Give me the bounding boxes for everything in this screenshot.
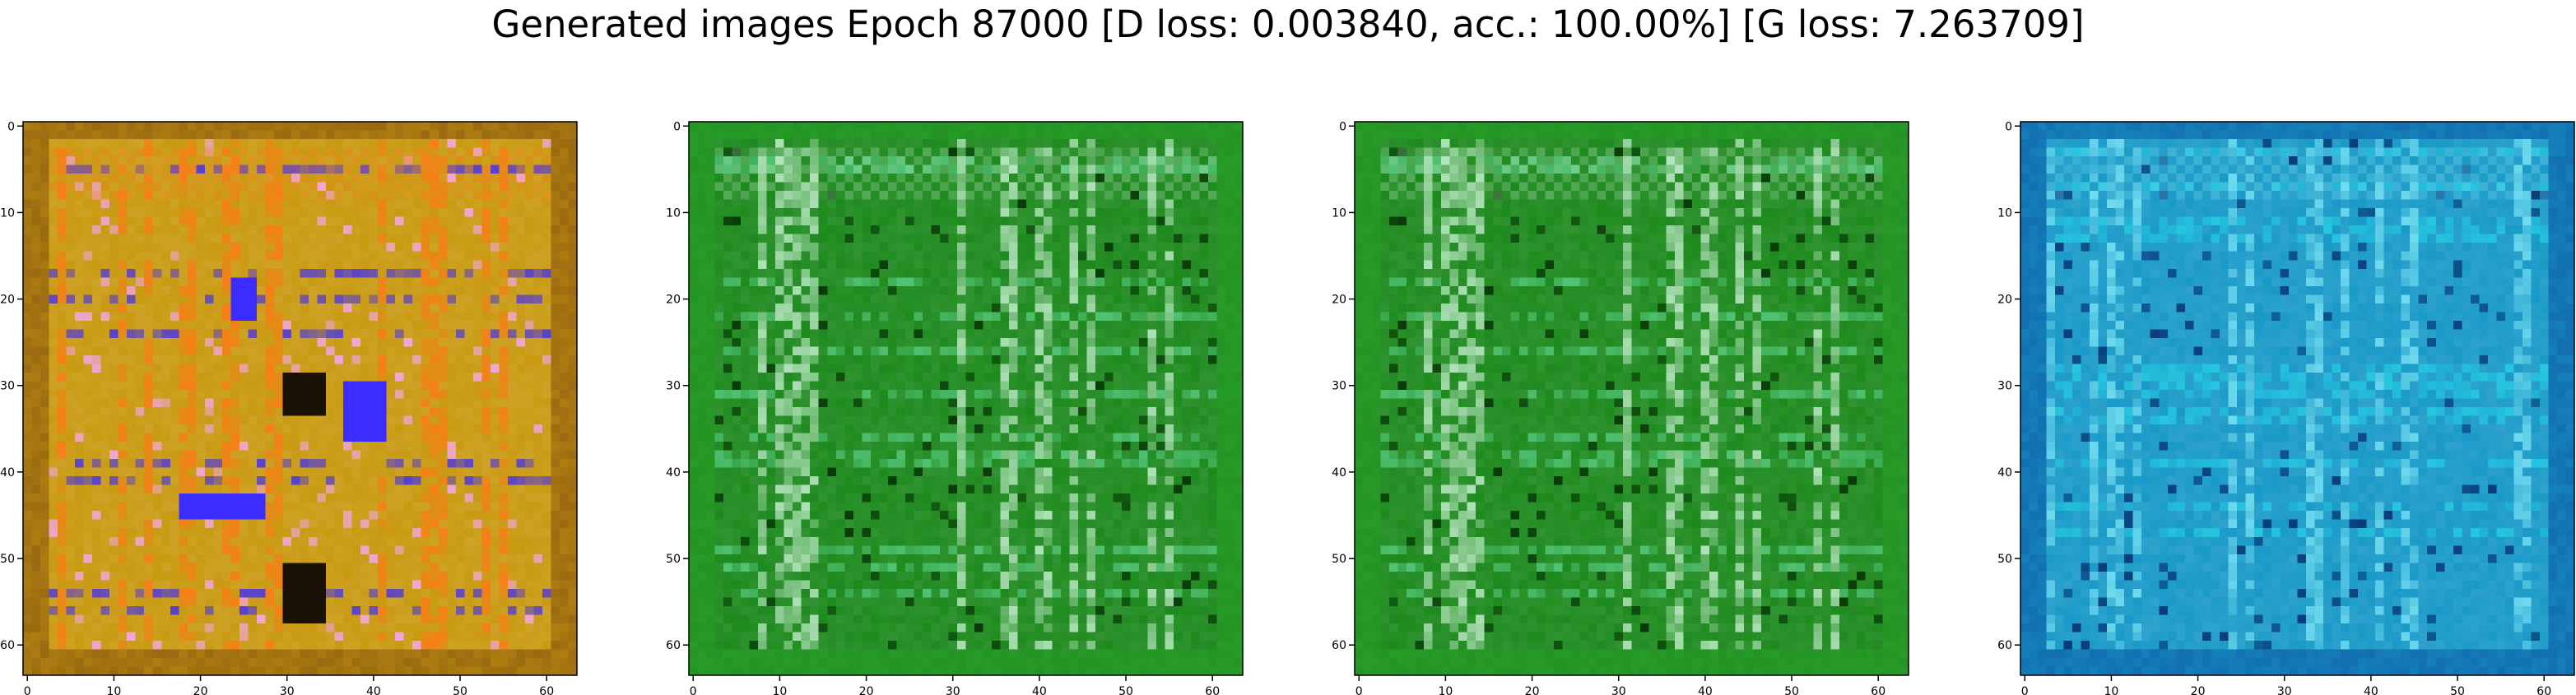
- y-tick-label: 50: [1997, 553, 2012, 566]
- y-tick-label: 50: [1332, 553, 1346, 566]
- y-tick-label: 50: [0, 553, 15, 566]
- subplot-2: 0 10 20 30 40 50 60 0 10 20 30 40 50 60: [666, 120, 1243, 695]
- x-tick-label: 60: [1205, 685, 1220, 695]
- x-tick-label: 40: [366, 685, 381, 695]
- y-tick-label: 0: [2005, 120, 2012, 133]
- x-tick-label: 0: [24, 685, 31, 695]
- generated-image-2: [689, 122, 1243, 675]
- x-tick-label: 20: [859, 685, 874, 695]
- x-tick-label: 40: [1698, 685, 1713, 695]
- x-tick-label: 0: [2021, 685, 2029, 695]
- y-tick-label: 0: [1339, 120, 1346, 133]
- y-tick-label: 10: [1997, 206, 2012, 220]
- y-tick-label: 10: [0, 206, 15, 220]
- y-tick-label: 10: [666, 206, 681, 220]
- y-tick-label: 20: [0, 294, 15, 307]
- x-tick-label: 20: [1525, 685, 1540, 695]
- x-tick-label: 50: [2450, 685, 2465, 695]
- y-tick-label: 40: [666, 466, 681, 480]
- y-tick-label: 60: [1997, 639, 2012, 652]
- x-tick-label: 30: [1611, 685, 1626, 695]
- subplot-3: 0 10 20 30 40 50 60 0 10 20 30 40 50 60: [1332, 120, 1909, 695]
- y-tick-label: 40: [1997, 466, 2012, 480]
- y-tick-label: 20: [666, 294, 681, 307]
- y-tick-label: 10: [1332, 206, 1346, 220]
- x-tick-label: 40: [2364, 685, 2378, 695]
- y-tick-label: 30: [1332, 380, 1346, 393]
- x-tick-label: 10: [2104, 685, 2119, 695]
- subplot-1: 0 10 20 30 40 50 60 0 10 20 30 40 50 60: [0, 120, 577, 695]
- y-tick-label: 20: [1332, 294, 1346, 307]
- x-tick-label: 50: [1118, 685, 1133, 695]
- y-tick-label: 60: [0, 639, 15, 652]
- x-tick-label: 10: [107, 685, 122, 695]
- generated-image-3: [1355, 122, 1909, 675]
- y-tick-label: 40: [0, 466, 15, 480]
- x-tick-label: 60: [1871, 685, 1886, 695]
- y-tick-label: 30: [666, 380, 681, 393]
- x-tick-label: 20: [193, 685, 208, 695]
- y-tick-label: 0: [673, 120, 681, 133]
- x-tick-label: 30: [280, 685, 295, 695]
- x-tick-label: 10: [773, 685, 788, 695]
- y-tick-label: 60: [1332, 639, 1346, 652]
- generated-image-1: [23, 122, 577, 675]
- y-tick-label: 60: [666, 639, 681, 652]
- y-tick-label: 0: [7, 120, 15, 133]
- x-tick-label: 60: [2536, 685, 2551, 695]
- generated-image-4: [2020, 122, 2574, 675]
- y-tick-label: 30: [1997, 380, 2012, 393]
- x-tick-label: 30: [946, 685, 960, 695]
- subplot-4: 0 10 20 30 40 50 60 0 10 20 30 40 50 60: [1997, 120, 2574, 695]
- x-tick-label: 40: [1032, 685, 1047, 695]
- x-tick-label: 0: [1355, 685, 1363, 695]
- y-tick-label: 40: [1332, 466, 1346, 480]
- x-tick-label: 0: [690, 685, 697, 695]
- x-tick-label: 20: [2191, 685, 2206, 695]
- y-tick-label: 30: [0, 380, 15, 393]
- y-tick-label: 50: [666, 553, 681, 566]
- x-tick-label: 50: [453, 685, 467, 695]
- x-tick-label: 50: [1784, 685, 1799, 695]
- y-tick-label: 20: [1997, 294, 2012, 307]
- x-tick-label: 30: [2277, 685, 2292, 695]
- x-tick-label: 10: [1439, 685, 1453, 695]
- x-tick-label: 60: [539, 685, 554, 695]
